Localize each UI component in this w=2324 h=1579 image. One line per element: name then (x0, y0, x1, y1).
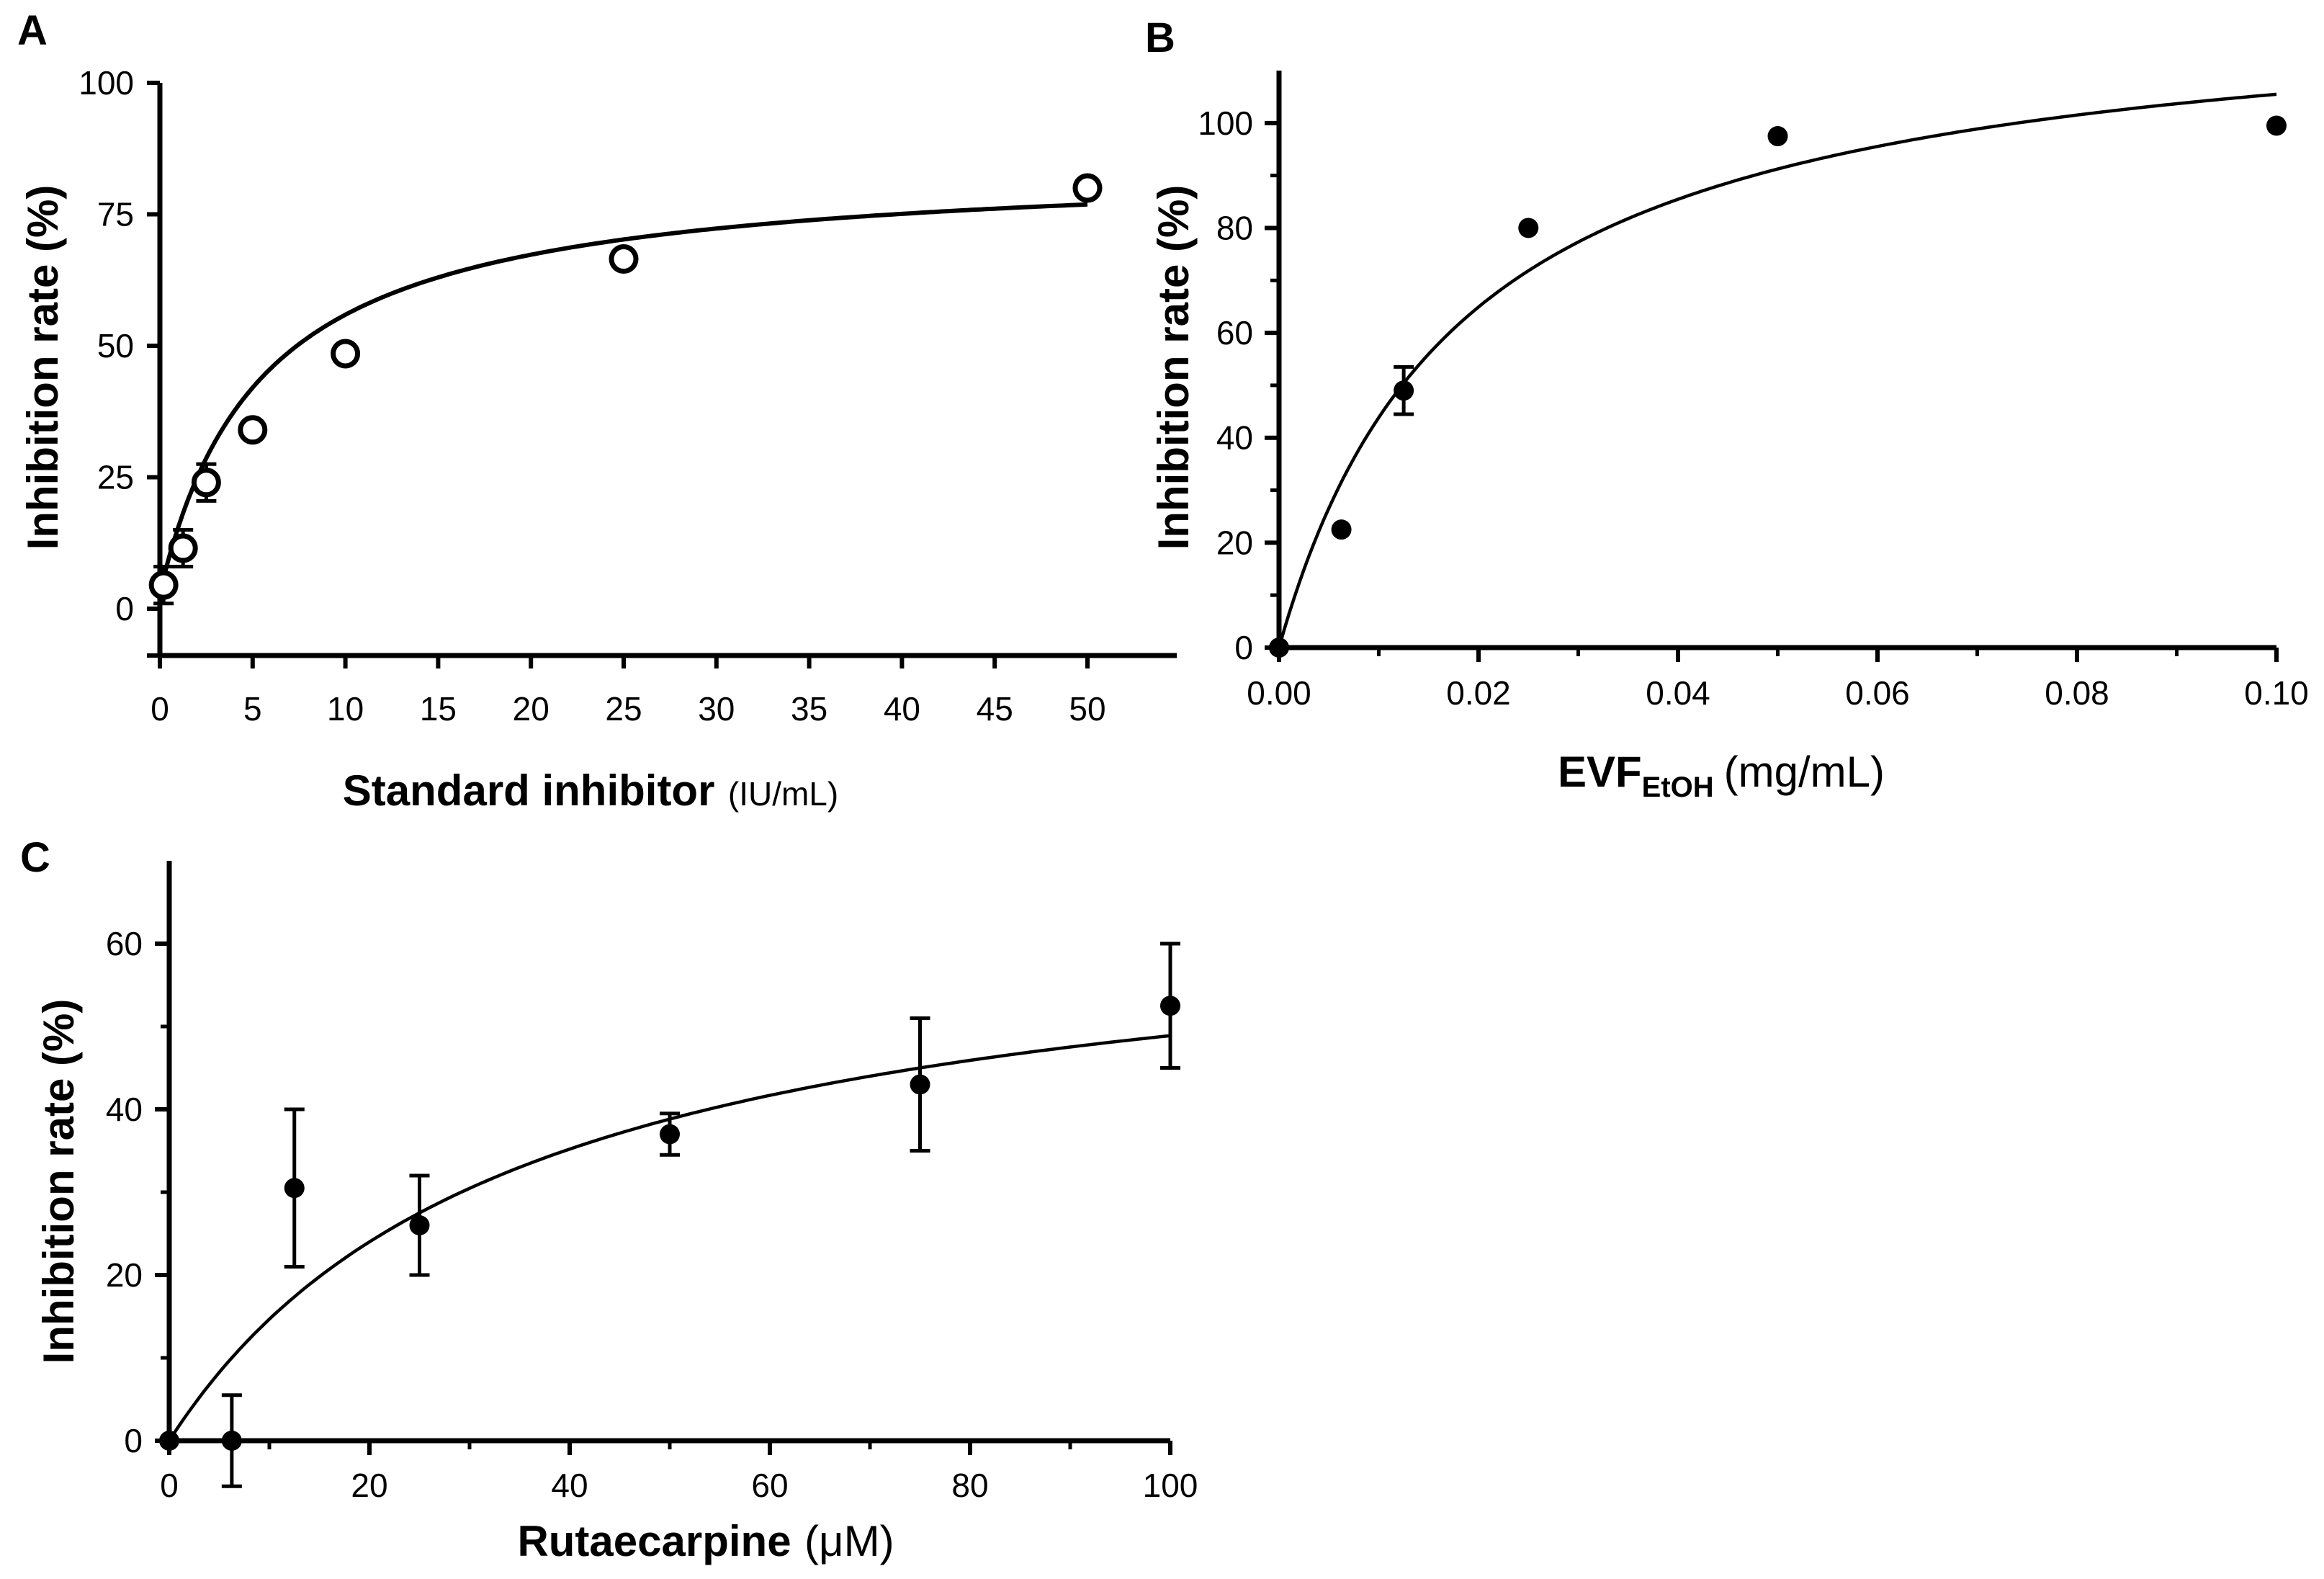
panel-a-x-tick-label: 45 (977, 690, 1013, 728)
panel-b-data-point (1269, 638, 1289, 658)
panel-c-y-tick-label: 0 (124, 1422, 143, 1459)
panel-b-data-point (1394, 380, 1414, 401)
panel-c-x-tick-label: 40 (551, 1467, 588, 1504)
panel-c-x-tick-label: 0 (160, 1467, 179, 1504)
panel-c-data-point (910, 1074, 930, 1095)
panel-b-x-tick-label: 0.08 (2045, 674, 2109, 712)
panel-c-data-point (159, 1431, 179, 1451)
panel-b-letter: B (1145, 14, 1175, 61)
panel-a-x-tick-label: 25 (605, 690, 642, 728)
panel-a-y-tick-label: 25 (97, 459, 134, 496)
panel-a-x-tick-label: 35 (791, 690, 827, 728)
panel-a-data-point (238, 415, 268, 445)
panel-c-data-point (1160, 996, 1180, 1016)
panel-b-y-tick-label: 100 (1198, 104, 1253, 142)
panel-b: B 0.00 0.02 0.04 0.06 0.08 0.10 0 20 40 60 80 100 I… (1145, 14, 2309, 803)
panel-b-y-axis-title: Inhibition rate (%) (1149, 185, 1198, 550)
panel-b-x-axis-title-sub: EtOH (1642, 771, 1714, 803)
panel-c-data-point (660, 1124, 680, 1145)
panel-a-x-tick-label: 15 (420, 690, 457, 728)
panel-b-y-tick-label: 40 (1216, 419, 1253, 457)
panel-c-y-tick-label: 40 (106, 1091, 143, 1128)
panel-b-x-tick-label: 0.06 (1845, 674, 1910, 712)
panel-a-x-axis-title-main: Standard inhibitor (343, 766, 715, 815)
panel-b-y-tick-label: 20 (1216, 524, 1253, 561)
panel-c-y-axis-title: Inhibition rate (%) (35, 999, 83, 1364)
panel-c-axes: 0 20 40 60 80 100 0 20 40 60 (106, 861, 1198, 1504)
panel-c-x-tick-label: 100 (1143, 1467, 1198, 1504)
panel-b-data-point (1331, 519, 1352, 540)
panel-b-x-tick-label: 0.00 (1247, 674, 1311, 712)
panel-b-fit-curve (1277, 92, 2277, 648)
panel-b-x-tick-label: 0.02 (1446, 674, 1511, 712)
panel-a-y-axis-title: Inhibition rate (%) (19, 185, 67, 550)
panel-a-fit-curve (158, 202, 1088, 594)
panel-a-x-axis-title: Standard inhibitor (IU/mL) (343, 766, 838, 815)
panel-b-y-tick-label: 60 (1216, 314, 1253, 352)
panel-c-data-point (409, 1215, 430, 1235)
panel-c-data-point (284, 1178, 305, 1199)
panel-a-axes: 0 5 10 15 20 25 30 35 40 45 50 0 25 50 75 100 (78, 64, 1177, 728)
panel-a-x-tick-label: 40 (884, 690, 920, 728)
panel-a-x-tick-label: 20 (513, 690, 549, 728)
panel-b-y-tick-label: 80 (1216, 209, 1253, 246)
panel-a-x-tick-label: 0 (151, 690, 169, 728)
panel-a: A 0 5 10 15 20 25 30 35 40 45 50 0 25 50 75 100 Inhibit… (17, 7, 1177, 815)
panel-c-letter: C (20, 834, 50, 881)
panel-c-fit-curve (168, 1034, 1171, 1442)
panel-a-data-point (331, 339, 361, 369)
panel-a-data-point (148, 570, 179, 600)
panel-c-x-tick-label: 20 (351, 1467, 387, 1504)
panel-b-x-tick-label: 0.04 (1646, 674, 1710, 712)
panel-b-x-axis-title-main: EVF (1558, 748, 1642, 796)
panel-b-y-tick-label: 0 (1234, 629, 1253, 666)
panel-c-x-axis-title: Rutaecarpine (μM) (517, 1517, 894, 1565)
panel-c: C 0 20 40 60 80 100 0 20 40 60 Inhibition rate (%… (20, 834, 1198, 1565)
panel-c-y-tick-label: 60 (106, 925, 143, 962)
panel-a-letter: A (17, 7, 48, 54)
panel-a-data-point (1072, 173, 1103, 203)
panel-b-data-point (1518, 218, 1539, 238)
panel-c-data-point (221, 1431, 242, 1451)
panel-b-data-point (2266, 115, 2287, 136)
panel-a-y-tick-label: 50 (97, 327, 134, 364)
panel-c-x-axis-title-unit: (μM) (804, 1517, 894, 1565)
panel-a-data-point (609, 244, 639, 274)
panel-b-x-tick-label: 0.10 (2244, 674, 2309, 712)
panel-b-x-axis-title: EVFEtOH (mg/mL) (1558, 748, 1885, 803)
panel-a-x-tick-label: 5 (243, 690, 262, 728)
panel-a-x-tick-label: 10 (327, 690, 364, 728)
panel-a-x-tick-label: 30 (698, 690, 735, 728)
panel-b-axes: 0.00 0.02 0.04 0.06 0.08 0.10 0 20 40 60 80 100 (1198, 71, 2309, 712)
panel-a-data-point (191, 468, 221, 498)
panel-c-x-tick-label: 80 (951, 1467, 988, 1504)
panel-b-data-point (1767, 126, 1788, 147)
panel-b-x-axis-title-unit: (mg/mL) (1724, 748, 1885, 796)
panel-a-x-tick-label: 50 (1069, 690, 1105, 728)
panel-c-y-tick-label: 20 (106, 1256, 143, 1294)
panel-a-x-axis-title-unit: (IU/mL) (728, 775, 838, 813)
panel-a-y-tick-label: 75 (97, 196, 134, 233)
panel-a-y-tick-label: 0 (115, 590, 134, 627)
panel-c-x-axis-title-main: Rutaecarpine (517, 1517, 791, 1565)
panel-c-x-tick-label: 60 (751, 1467, 788, 1504)
panel-a-y-tick-label: 100 (78, 64, 134, 102)
panel-a-data-point (168, 533, 198, 563)
